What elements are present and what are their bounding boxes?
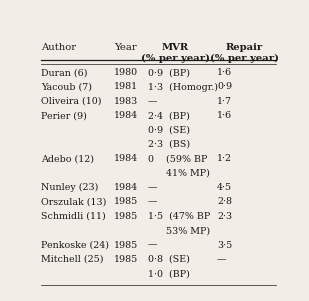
Text: 1985: 1985 [114,255,138,264]
Text: 0·9: 0·9 [217,82,232,92]
Text: 1985: 1985 [114,197,138,206]
Text: 1·3  (Homogr.): 1·3 (Homogr.) [148,82,218,92]
Text: 2·3: 2·3 [217,212,232,221]
Text: Orszulak (13): Orszulak (13) [41,197,106,206]
Text: —: — [148,197,157,206]
Text: 1983: 1983 [114,97,138,106]
Text: Oliveira (10): Oliveira (10) [41,97,102,106]
Text: 1·2: 1·2 [217,154,232,163]
Text: 1984: 1984 [114,111,138,120]
Text: —: — [148,240,157,250]
Text: 2·4  (BP): 2·4 (BP) [148,111,189,120]
Text: Adebo (12): Adebo (12) [41,154,94,163]
Text: 3·5: 3·5 [217,240,232,250]
Text: Nunley (23): Nunley (23) [41,183,98,192]
Text: 2·8: 2·8 [217,197,232,206]
Text: 1980: 1980 [114,68,138,77]
Text: 0·8  (SE): 0·8 (SE) [148,255,189,264]
Text: Mitchell (25): Mitchell (25) [41,255,104,264]
Text: 4·5: 4·5 [217,183,232,192]
Text: Duran (6): Duran (6) [41,68,87,77]
Text: 1985: 1985 [114,212,138,221]
Text: 1·5  (47% BP: 1·5 (47% BP [148,212,210,221]
Text: 53% MP): 53% MP) [148,226,210,235]
Text: 0·9  (SE): 0·9 (SE) [148,126,190,135]
Text: 41% MP): 41% MP) [148,169,210,178]
Text: 1985: 1985 [114,240,138,250]
Text: 1·6: 1·6 [217,111,232,120]
Text: 1·0  (BP): 1·0 (BP) [148,269,189,278]
Text: MVR
(% per year): MVR (% per year) [141,43,210,63]
Text: 0    (59% BP: 0 (59% BP [148,154,207,163]
Text: Year: Year [114,43,137,52]
Text: 1984: 1984 [114,183,138,192]
Text: —: — [148,183,157,192]
Text: Repair
(% per year): Repair (% per year) [210,43,279,63]
Text: 1·7: 1·7 [217,97,232,106]
Text: 1·6: 1·6 [217,68,232,77]
Text: 1981: 1981 [114,82,138,92]
Text: Penkoske (24): Penkoske (24) [41,240,109,250]
Text: —: — [217,255,226,264]
Text: Schmidli (11): Schmidli (11) [41,212,106,221]
Text: Yacoub (7): Yacoub (7) [41,82,92,92]
Text: 2·3  (BS): 2·3 (BS) [148,140,190,149]
Text: Author: Author [41,43,76,52]
Text: —: — [148,97,157,106]
Text: 1984: 1984 [114,154,138,163]
Text: Perier (9): Perier (9) [41,111,87,120]
Text: 0·9  (BP): 0·9 (BP) [148,68,190,77]
